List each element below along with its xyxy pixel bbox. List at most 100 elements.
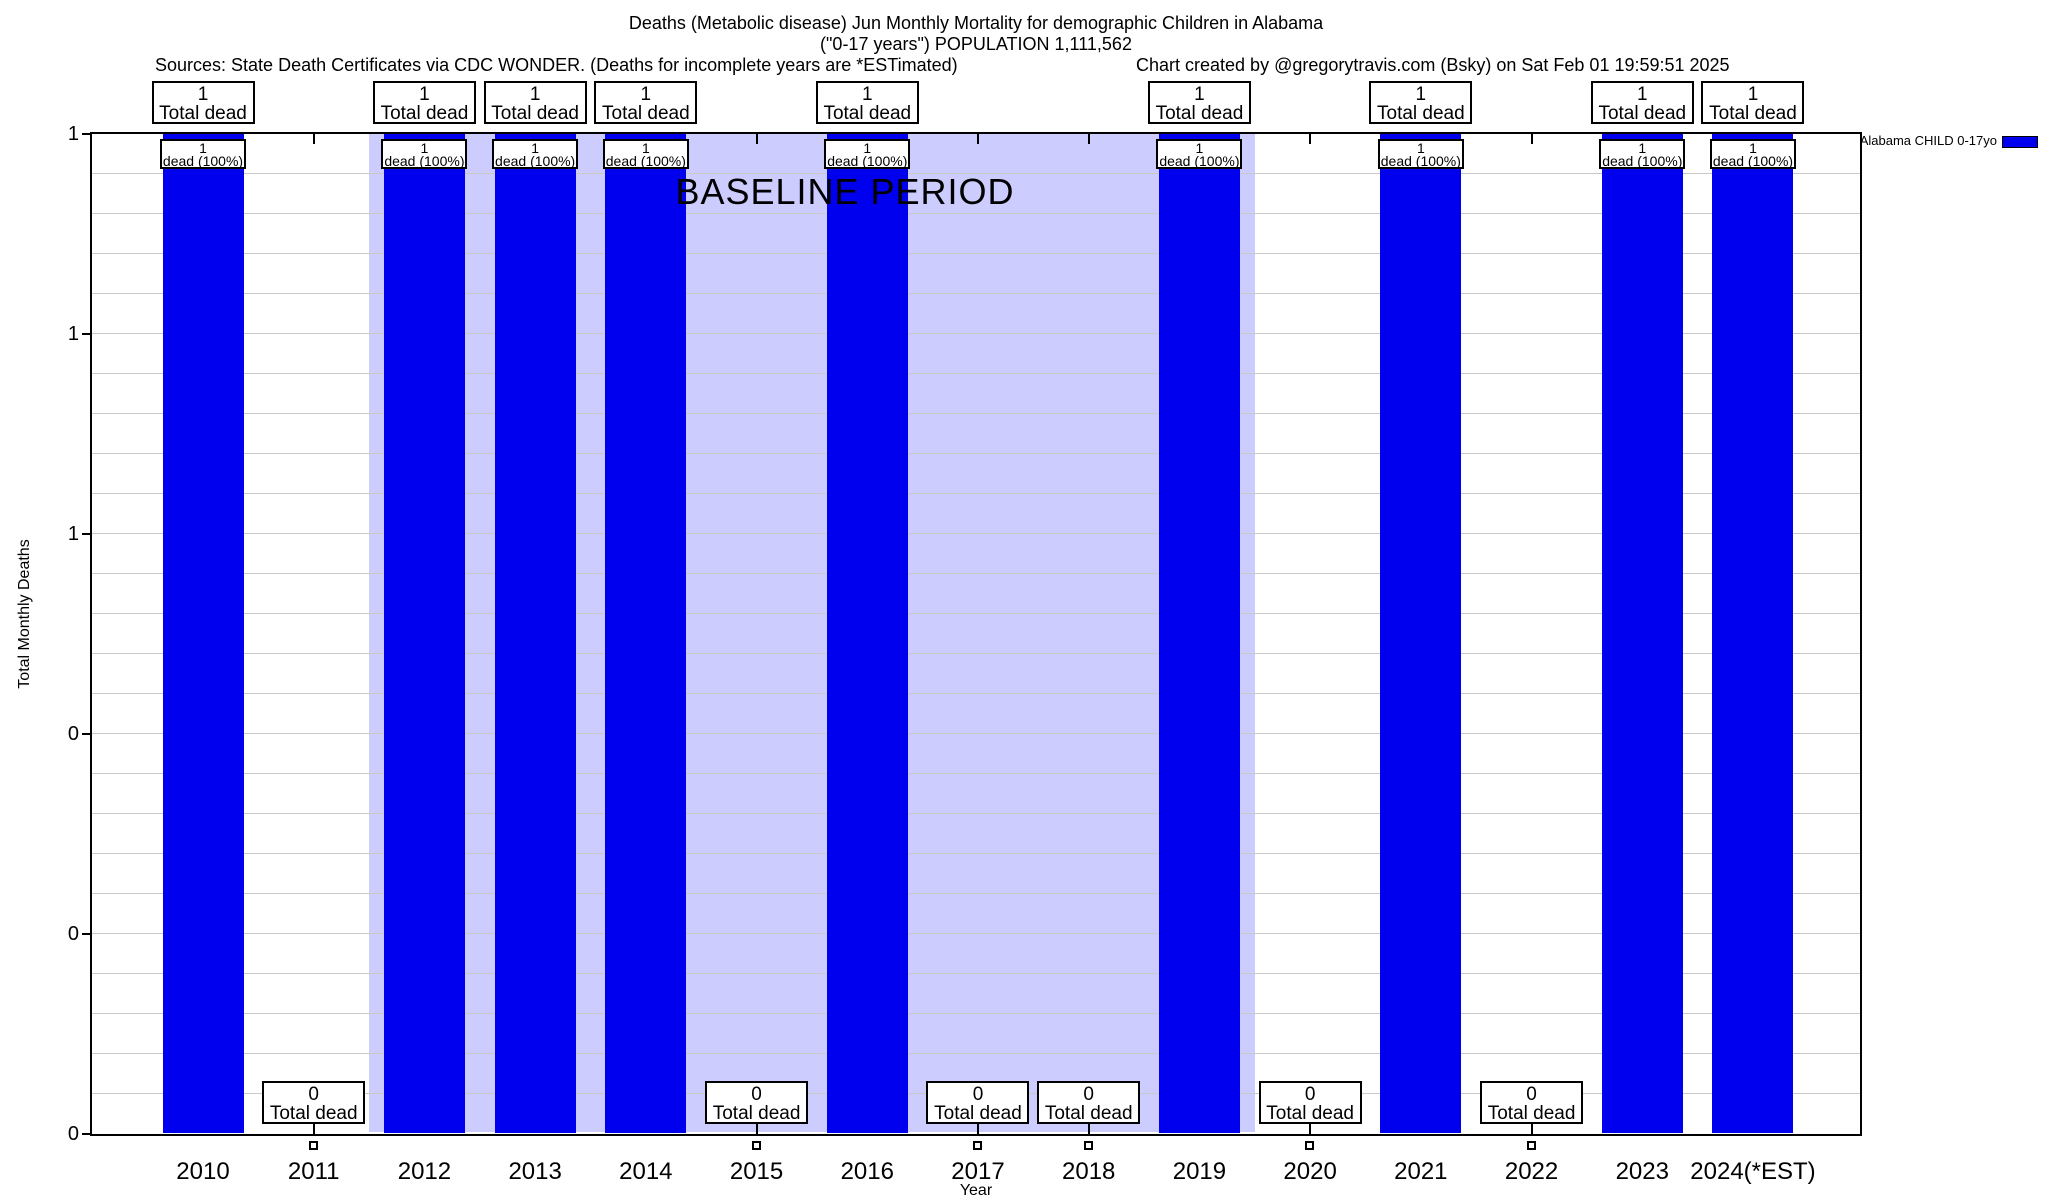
total-dead-box-2016-value: 1 <box>861 84 873 105</box>
zero-data-marker <box>972 1141 982 1150</box>
y-tick-label: 1 <box>67 323 79 345</box>
x-axis-top-tick <box>1087 134 1090 144</box>
gridline <box>92 213 1860 214</box>
zero-total-dead-box-2022-value: 0 <box>1526 1084 1537 1105</box>
bar-inner-label-box-2019: 1 dead (100%) <box>1156 139 1243 169</box>
zero-data-marker <box>1083 1141 1093 1150</box>
total-dead-box-2012-caption: Total dead <box>380 103 469 124</box>
x-axis-top-tick <box>1530 134 1533 144</box>
bar-inner-label-box-2014-value: 1 <box>641 140 650 156</box>
x-axis-top-tick <box>1309 134 1312 144</box>
bar-inner-label-box-2019-caption: dead (100%) <box>1159 153 1240 169</box>
x-tick-label-2019: 2019 <box>1172 1158 1227 1185</box>
bar-inner-label-box-2010-caption: dead (100%) <box>162 153 244 169</box>
gridline <box>92 253 1860 254</box>
total-dead-box-2021-value: 1 <box>1415 84 1427 105</box>
zero-box-leader-line <box>1309 1124 1312 1134</box>
total-dead-box-2023-caption: Total dead <box>1598 103 1687 124</box>
zero-total-dead-box-2015-value: 0 <box>751 1084 762 1105</box>
zero-box-leader-line <box>1087 1124 1090 1134</box>
x-tick-label-2011: 2011 <box>287 1158 340 1185</box>
y-axis-tick <box>82 933 91 935</box>
bar-inner-label-box-2016-value: 1 <box>863 140 872 156</box>
x-axis-title: Year <box>959 1182 993 1199</box>
total-dead-box-2010-caption: Total dead <box>159 103 247 124</box>
bar-inner-label-box-2012: 1 dead (100%) <box>381 139 468 169</box>
zero-total-dead-box-2022-caption: Total dead <box>1487 1103 1576 1124</box>
bar-inner-label-box-2014: 1 dead (100%) <box>602 139 689 169</box>
y-tick-label: 0 <box>67 923 79 945</box>
gridline <box>92 1013 1860 1014</box>
zero-box-leader-line <box>976 1124 979 1134</box>
bar-inner-label-box-2024(*EST)-caption: dead (100%) <box>1712 153 1794 169</box>
total-dead-box-2014: 1 Total dead <box>594 81 698 124</box>
total-dead-box-2019-value: 1 <box>1194 84 1205 105</box>
gridline <box>92 293 1860 294</box>
total-dead-box-2016-caption: Total dead <box>823 103 912 124</box>
bar-inner-label-box-2021-caption: dead (100%) <box>1380 153 1461 169</box>
zero-total-dead-box-2017-value: 0 <box>972 1084 984 1105</box>
gridline <box>92 453 1860 454</box>
total-dead-box-2024(*EST)-value: 1 <box>1747 84 1759 105</box>
bar-2023 <box>1601 134 1683 1133</box>
gridline <box>92 853 1860 854</box>
plot-area <box>90 132 1862 1136</box>
baseline-period-label: BASELINE PERIOD <box>675 171 1015 212</box>
total-dead-box-2013-value: 1 <box>529 84 541 105</box>
bar-inner-label-box-2023: 1 dead (100%) <box>1599 139 1686 169</box>
gridline <box>92 173 1860 174</box>
legend-series-label: Alabama CHILD 0-17yo <box>1859 133 1997 148</box>
bar-inner-label-box-2016-caption: dead (100%) <box>827 153 908 169</box>
total-dead-box-2013-caption: Total dead <box>491 103 579 124</box>
zero-data-marker <box>308 1141 318 1150</box>
y-tick-label: 1 <box>67 123 79 145</box>
gridline <box>92 573 1860 574</box>
y-tick-label: 0 <box>67 1123 79 1145</box>
total-dead-box-2016: 1 Total dead <box>815 81 919 124</box>
zero-total-dead-box-2018-value: 0 <box>1083 1084 1094 1105</box>
bar-inner-label-box-2019-value: 1 <box>1195 140 1204 156</box>
sources-note: Sources: State Death Certificates via CD… <box>155 55 958 75</box>
gridline <box>92 773 1860 774</box>
gridline <box>92 413 1860 414</box>
x-tick-label-2015: 2015 <box>729 1158 784 1185</box>
y-axis-tick <box>82 733 91 735</box>
bar-inner-label-box-2014-caption: dead (100%) <box>605 153 686 169</box>
zero-box-leader-line <box>1530 1124 1533 1134</box>
x-tick-label-2010: 2010 <box>176 1158 230 1185</box>
bar-inner-label-box-2016: 1 dead (100%) <box>824 139 911 169</box>
y-tick-label: 0 <box>67 723 79 745</box>
zero-total-dead-box-2018: 0 Total dead <box>1037 1081 1141 1124</box>
total-dead-box-2024(*EST)-caption: Total dead <box>1709 103 1797 124</box>
x-axis-top-tick <box>312 134 315 144</box>
bar-inner-label-box-2012-value: 1 <box>420 140 429 156</box>
total-dead-box-2019: 1 Total dead <box>1147 81 1251 124</box>
y-axis-tick <box>82 133 91 135</box>
bar-2013 <box>494 134 576 1133</box>
bar-inner-label-box-2024(*EST): 1 dead (100%) <box>1709 139 1796 169</box>
x-tick-label-2020: 2020 <box>1283 1158 1337 1185</box>
total-dead-box-2012-value: 1 <box>419 84 430 105</box>
x-tick-label-2018: 2018 <box>1062 1158 1116 1185</box>
zero-total-dead-box-2020: 0 Total dead <box>1258 1081 1362 1124</box>
gridline <box>92 973 1860 974</box>
total-dead-box-2010: 1 Total dead <box>151 81 255 124</box>
total-dead-box-2023-value: 1 <box>1636 84 1648 105</box>
zero-total-dead-box-2022: 0 Total dead <box>1480 1081 1584 1124</box>
bar-inner-label-box-2021-value: 1 <box>1416 140 1425 156</box>
bar-2012 <box>383 134 465 1133</box>
total-dead-box-2014-caption: Total dead <box>602 103 690 124</box>
x-tick-label-2021: 2021 <box>1394 1158 1448 1185</box>
bar-inner-label-box-2023-caption: dead (100%) <box>1602 153 1683 169</box>
zero-total-dead-box-2020-caption: Total dead <box>1266 1103 1354 1124</box>
bar-inner-label-box-2010: 1 dead (100%) <box>160 139 246 169</box>
zero-total-dead-box-2017-caption: Total dead <box>934 1103 1022 1124</box>
x-tick-label-2022: 2022 <box>1504 1158 1559 1185</box>
zero-total-dead-box-2015-caption: Total dead <box>712 1103 801 1124</box>
y-axis-title: Total Monthly Deaths <box>16 539 33 689</box>
x-tick-label-2016: 2016 <box>840 1158 894 1185</box>
zero-total-dead-box-2020-value: 0 <box>1304 1084 1316 1105</box>
zero-data-marker <box>1305 1141 1315 1150</box>
x-tick-label-2017: 2017 <box>951 1158 1005 1185</box>
gridline <box>92 893 1860 894</box>
